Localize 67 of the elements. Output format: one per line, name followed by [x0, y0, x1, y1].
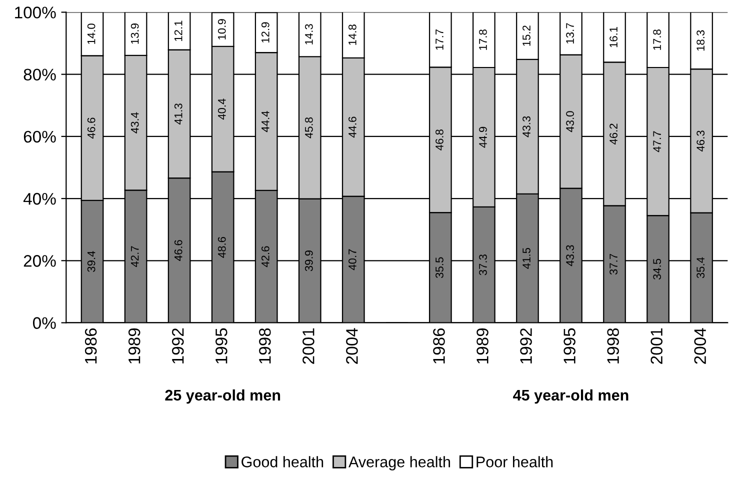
x-tick-label: 2001 [302, 328, 314, 364]
data-label: 35.4 [696, 257, 705, 278]
data-label: 46.2 [610, 124, 618, 145]
x-tick-label: 1992 [520, 328, 532, 364]
y-tick-label: 80% [24, 68, 56, 81]
data-label: 15.2 [522, 26, 530, 46]
data-label: 44.6 [348, 116, 356, 138]
data-label: 14.3 [304, 24, 313, 44]
x-tick-label: 2004 [346, 328, 358, 364]
x-tick-label: 1989 [476, 328, 488, 364]
data-label: 48.6 [218, 236, 226, 258]
data-label: 43.3 [522, 116, 530, 138]
data-label: 43.0 [566, 111, 574, 132]
data-label: 40.7 [348, 249, 356, 270]
data-label: 12.9 [261, 22, 270, 43]
x-tick-label: 2001 [650, 328, 662, 364]
data-label: 43.3 [566, 245, 574, 266]
data-label: 13.9 [130, 24, 139, 44]
y-tick-label: 20% [24, 255, 56, 267]
data-label: 39.4 [87, 251, 96, 272]
data-label: 37.7 [610, 254, 618, 275]
x-tick-label: 1995 [215, 328, 228, 364]
y-tick-label: 100% [15, 6, 56, 18]
data-label: 34.5 [653, 258, 661, 280]
data-label: 44.9 [479, 126, 487, 148]
x-tick-label: 1986 [433, 328, 445, 364]
data-label: 17.8 [653, 30, 661, 50]
data-label: 40.4 [218, 98, 226, 120]
data-label: 14.0 [87, 24, 96, 44]
y-tick-label: 40% [23, 192, 56, 205]
text: 25 year-old men [165, 389, 280, 404]
x-tick-label: 1986 [84, 328, 97, 364]
data-label: 46.6 [87, 118, 96, 139]
text: 45 year-old men [513, 389, 628, 404]
x-tick-label: 2004 [694, 328, 706, 364]
y-tick-label: 0% [32, 317, 56, 329]
data-label: 35.5 [436, 257, 444, 278]
data-label: 12.1 [174, 20, 182, 41]
data-label: 14.8 [348, 24, 356, 45]
legend-label: Poor health [476, 456, 553, 468]
data-label: 41.5 [522, 248, 530, 269]
data-label: 43.4 [130, 112, 139, 134]
data-label: 42.7 [130, 246, 139, 267]
data-label: 10.9 [218, 19, 226, 40]
data-label: 46.6 [174, 240, 182, 261]
x-tick-label: 1998 [607, 328, 619, 364]
data-label: 18.3 [696, 30, 705, 51]
data-label: 37.3 [479, 254, 487, 276]
data-label: 42.6 [261, 246, 270, 268]
data-label: 13.7 [566, 23, 574, 44]
x-tick-label: 1998 [259, 328, 271, 364]
data-label: 17.7 [436, 29, 444, 50]
data-label: 39.9 [304, 250, 313, 272]
x-tick-label: 1992 [172, 328, 184, 364]
data-label: 45.8 [304, 117, 313, 138]
data-label: 46.3 [696, 130, 705, 152]
data-label: 41.3 [174, 104, 182, 124]
legend-label: Good health [242, 456, 324, 468]
data-label: 17.8 [479, 30, 487, 50]
data-label: 44.4 [262, 111, 270, 132]
data-label: 16.1 [610, 26, 618, 48]
x-tick-label: 1995 [564, 328, 576, 364]
x-tick-label: 1989 [128, 328, 140, 364]
data-label: 47.7 [653, 131, 661, 152]
data-label: 46.8 [436, 130, 444, 150]
legend-label: Average health [348, 456, 450, 470]
y-tick-label: 60% [24, 130, 56, 143]
